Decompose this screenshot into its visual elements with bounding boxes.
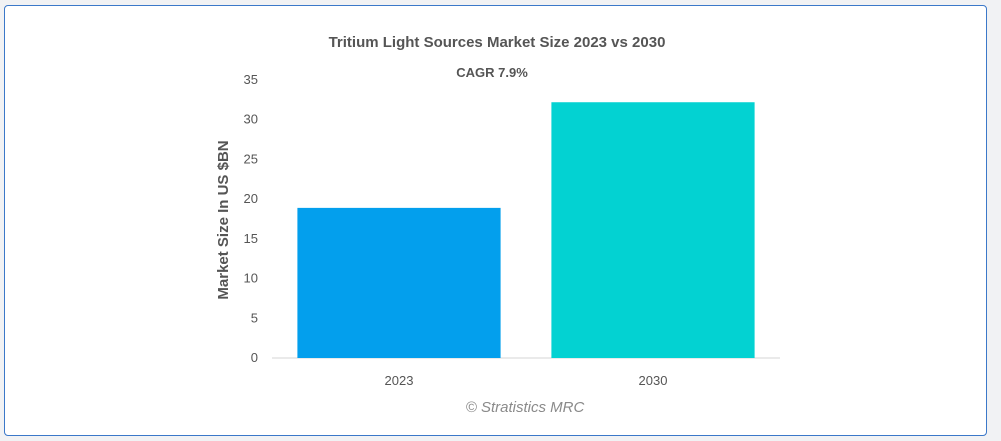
y-tick-label: 30 [244,112,258,127]
bar-2023[interactable] [297,207,501,358]
y-tick-label: 25 [244,151,258,166]
y-axis-label: Market Size In US $BN [215,140,232,299]
y-tick-label: 20 [244,191,258,206]
y-tick-label: 10 [244,271,258,286]
chart-credit: © Stratistics MRC [466,399,585,416]
y-tick-label: 5 [251,310,258,325]
y-tick-label: 35 [244,72,258,87]
y-tick-label: 0 [251,350,258,365]
chart-title: Tritium Light Sources Market Size 2023 v… [329,34,666,51]
x-tick-label: 2023 [385,373,414,388]
x-tick-label: 2030 [639,373,668,388]
chart-subtitle: CAGR 7.9% [456,65,528,80]
bar-2030[interactable] [551,102,755,359]
y-tick-label: 15 [244,231,258,246]
